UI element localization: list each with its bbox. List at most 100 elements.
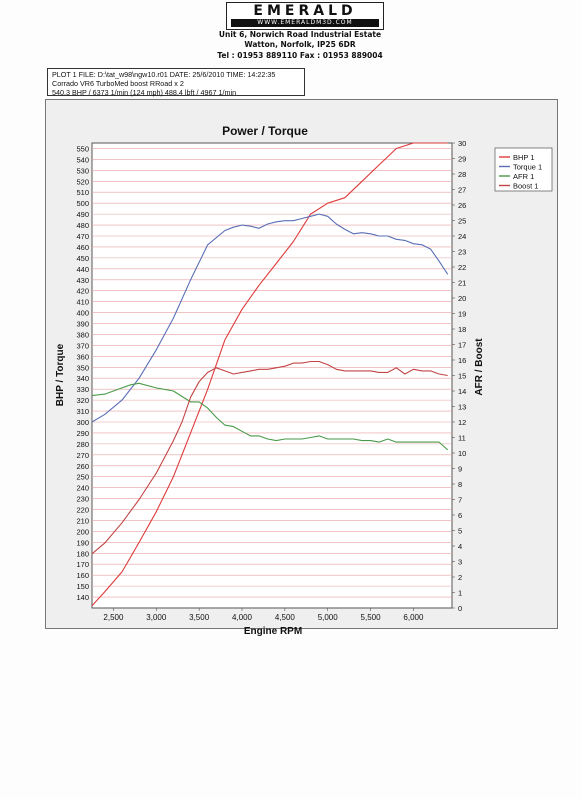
y-tick-label: 530 [76, 166, 89, 175]
y2-tick-label: 19 [458, 310, 466, 319]
y-tick-label: 190 [76, 538, 89, 547]
y-tick-label: 330 [76, 385, 89, 394]
y2-tick-label: 29 [458, 155, 466, 164]
y-tick-label: 500 [76, 199, 89, 208]
y2-tick-label: 2 [458, 573, 462, 582]
y-tick-label: 220 [76, 506, 89, 515]
y-tick-label: 340 [76, 374, 89, 383]
y-tick-label: 400 [76, 309, 89, 318]
y2-tick-label: 30 [458, 139, 466, 148]
y-tick-label: 230 [76, 495, 89, 504]
y-tick-label: 290 [76, 429, 89, 438]
x-tick-label: 4,000 [232, 613, 253, 622]
y-tick-label: 350 [76, 363, 89, 372]
x-tick-label: 3,500 [189, 613, 210, 622]
y-tick-label: 380 [76, 330, 89, 339]
series-lines [91, 142, 449, 607]
run-info-vehicle: Corrado VR6 TurboMed boost RRoad x 2 [52, 79, 184, 88]
y-tick-label: 450 [76, 254, 89, 263]
y-tick-label: 460 [76, 243, 89, 252]
address-line-2: Watton, Norfolk, IP25 6DR [244, 40, 356, 49]
legend-label: AFR 1 [513, 172, 534, 181]
y2-tick-label: 24 [458, 232, 466, 241]
y-tick-label: 280 [76, 440, 89, 449]
y2-tick-label: 17 [458, 341, 466, 350]
y2-tick-label: 16 [458, 356, 466, 365]
legend-label: Torque 1 [513, 162, 542, 171]
y-tick-label: 370 [76, 341, 89, 350]
y2-tick-label: 7 [458, 496, 462, 505]
y2-tick-label: 13 [458, 403, 466, 412]
run-info-peaks: 540.3 BHP / 6373 1/min (124 mph) 488.4 l… [52, 88, 237, 97]
y-tick-label: 420 [76, 287, 89, 296]
y-tick-label: 240 [76, 484, 89, 493]
y-tick-label: 520 [76, 177, 89, 186]
y-tick-label: 180 [76, 549, 89, 558]
y2-tick-label: 21 [458, 279, 466, 288]
legend-box [494, 147, 553, 192]
y-tick-label: 510 [76, 188, 89, 197]
y2-tick-label: 10 [458, 449, 466, 458]
y-tick-label: 150 [76, 582, 89, 591]
logo-website: WWW.EMERALDM3D.COM [231, 19, 379, 27]
y-tick-label: 470 [76, 232, 89, 241]
y-tick-label: 270 [76, 451, 89, 460]
y-tick-label: 250 [76, 473, 89, 482]
y2-tick-label: 1 [458, 589, 462, 598]
y-tick-label: 300 [76, 418, 89, 427]
emerald-logo: EMERALD WWW.EMERALDM3D.COM [226, 2, 384, 30]
logo-text: EMERALD [253, 3, 357, 19]
y-tick-label: 170 [76, 560, 89, 569]
bhp-series-line [91, 142, 448, 607]
x-tick-label: 2,500 [103, 613, 124, 622]
y2-tick-label: 26 [458, 201, 466, 210]
y2-tick-label: 9 [458, 465, 462, 474]
y-tick-label: 480 [76, 221, 89, 230]
y2-tick-label: 5 [458, 527, 462, 536]
x-axis-title: Engine RPM [244, 626, 302, 637]
y2-tick-label: 15 [458, 372, 466, 381]
y-tick-label: 260 [76, 462, 89, 471]
boost-series-line [91, 360, 448, 555]
y2-tick-label: 6 [458, 511, 462, 520]
y2-tick-label: 23 [458, 248, 466, 257]
y-tick-label: 390 [76, 320, 89, 329]
y2-tick-label: 3 [458, 558, 462, 567]
run-info-box: PLOT 1 FILE: D:\tat_w98\ngw10.r01 DATE: … [47, 68, 305, 97]
y-tick-label: 210 [76, 516, 89, 525]
y2-tick-label: 8 [458, 480, 462, 489]
y-tick-label: 490 [76, 210, 89, 219]
chart-title: Power / Torque [222, 124, 308, 138]
y-tick-label: 410 [76, 298, 89, 307]
afr-series-line [91, 382, 449, 451]
y2-tick-label: 11 [458, 434, 466, 443]
y-tick-label: 360 [76, 352, 89, 361]
y-tick-label: 140 [76, 593, 89, 602]
y-tick-label: 320 [76, 396, 89, 405]
legend-label: BHP 1 [513, 153, 535, 162]
y-tick-label: 200 [76, 527, 89, 536]
y-tick-label: 550 [76, 144, 89, 153]
y-tick-label: 440 [76, 265, 89, 274]
y-tick-label: 310 [76, 407, 89, 416]
y-tick-label: 540 [76, 155, 89, 164]
y2-tick-label: 18 [458, 325, 466, 334]
y-tick-label: 160 [76, 571, 89, 580]
plot-area [91, 142, 453, 609]
legend-label: Boost 1 [513, 181, 538, 190]
y2-tick-label: 28 [458, 170, 466, 179]
x-tick-label: 6,000 [403, 613, 424, 622]
x-tick-label: 3,000 [146, 613, 167, 622]
y2-tick-label: 0 [458, 604, 462, 613]
x-tick-label: 5,000 [318, 613, 339, 622]
x-tick-label: 4,500 [275, 613, 296, 622]
run-info-file: PLOT 1 FILE: D:\tat_w98\ngw10.r01 DATE: … [52, 70, 276, 79]
y2-tick-label: 14 [458, 387, 466, 396]
axis-ticks: 1401501601701801902002102202302402502602… [76, 139, 466, 622]
y2-axis-title: AFR / Boost [474, 338, 485, 396]
y-tick-label: 430 [76, 276, 89, 285]
y2-tick-label: 25 [458, 217, 466, 226]
y2-tick-label: 12 [458, 418, 466, 427]
